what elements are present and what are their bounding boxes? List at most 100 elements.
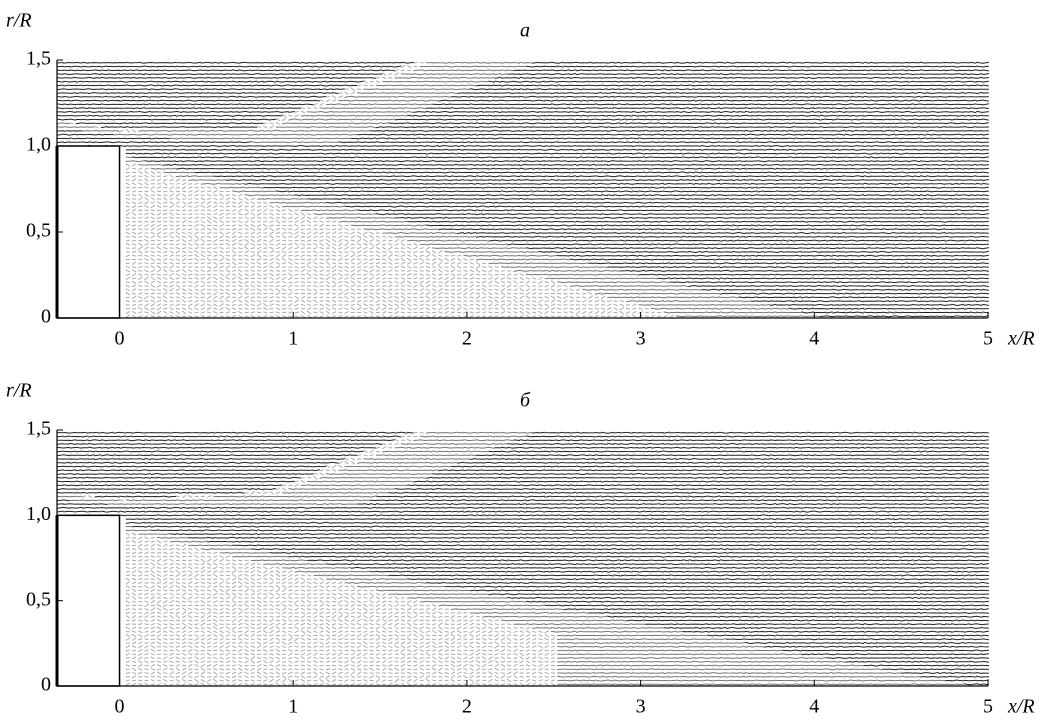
- vector-row: [125, 667, 556, 672]
- vector-row: [300, 484, 408, 487]
- vector-row: [125, 678, 556, 683]
- vector-row: [125, 295, 606, 300]
- vector-row: [863, 664, 989, 667]
- vector-row: [125, 234, 393, 239]
- vector-row: [319, 468, 337, 472]
- vector-row: [125, 287, 581, 292]
- body: [56, 514, 121, 687]
- vector-row: [125, 152, 989, 155]
- vector-row: [882, 668, 989, 671]
- vector-row: [357, 461, 458, 464]
- vector-row: [325, 103, 433, 106]
- vector-row: [394, 76, 496, 79]
- vector-row: [344, 87, 362, 92]
- vector-row: [619, 269, 989, 272]
- vector-row: [344, 465, 452, 468]
- vector-row: [288, 488, 395, 491]
- vector-row: [719, 292, 989, 295]
- vector-row: [363, 88, 470, 91]
- vector-row: [119, 129, 137, 133]
- vector-row: [125, 656, 556, 660]
- x-axis-label: x/R: [1007, 696, 1035, 718]
- vector-row: [250, 559, 308, 562]
- vector-row: [81, 494, 212, 499]
- vector-row: [56, 91, 989, 95]
- vector-row: [307, 480, 414, 483]
- vector-row: [607, 615, 989, 618]
- vector-row: [382, 450, 489, 453]
- vector-row: [244, 194, 295, 197]
- x-tick-label: 3: [636, 328, 646, 350]
- vector-row: [344, 457, 362, 461]
- vector-row: [544, 277, 658, 280]
- vector-row: [475, 258, 571, 261]
- vector-row: [125, 284, 568, 288]
- vector-row: [169, 137, 352, 140]
- vector-row: [125, 629, 549, 634]
- vector-row: [294, 480, 306, 483]
- vector-row: [138, 533, 170, 536]
- vector-row: [56, 126, 377, 129]
- vector-row: [56, 99, 989, 102]
- x-tick-label: 3: [636, 696, 646, 718]
- vector-row: [200, 182, 245, 185]
- vector-row: [163, 171, 195, 174]
- vector-row: [275, 117, 287, 122]
- vector-row: [557, 638, 727, 641]
- vector-row: [125, 622, 512, 627]
- vector-row: [125, 644, 556, 649]
- vector-row: [294, 570, 370, 573]
- vector-row: [125, 633, 556, 638]
- vector-row: [413, 439, 514, 442]
- vector-row: [300, 475, 318, 480]
- vector-row: [125, 596, 405, 600]
- vector-row: [282, 483, 299, 488]
- vector-row: [325, 578, 408, 581]
- vector-row: [538, 250, 989, 254]
- vector-row: [125, 659, 556, 664]
- vector-row: [675, 315, 821, 318]
- vector-row: [282, 491, 389, 494]
- vector-row: [844, 660, 989, 663]
- x-tick-label: 0: [115, 696, 125, 718]
- vector-row: [144, 160, 989, 163]
- vector-row: [125, 626, 531, 630]
- vector-row: [419, 600, 527, 603]
- vector-row: [469, 611, 589, 615]
- vector-row: [744, 641, 989, 645]
- vector-row: [125, 197, 256, 201]
- vector-row: [125, 648, 556, 653]
- vector-row: [607, 266, 989, 269]
- vector-row: [125, 573, 312, 578]
- vector-row: [207, 540, 989, 543]
- vector-row: [125, 303, 637, 307]
- vector-row: [125, 272, 524, 277]
- vector-row: [81, 129, 370, 132]
- vector-row: [294, 194, 989, 197]
- vector-row: [56, 480, 989, 483]
- x-axis-label: x/R: [1007, 328, 1035, 350]
- vector-row: [425, 61, 533, 64]
- y-tick-label: 1,0: [26, 503, 51, 525]
- vector-row: [125, 536, 155, 540]
- vector-row: [682, 630, 989, 633]
- vector-row: [419, 435, 527, 438]
- vector-row: [125, 607, 449, 612]
- vector-row: [169, 533, 989, 536]
- x-tick-label: 2: [462, 328, 472, 350]
- vector-row: [513, 623, 646, 626]
- vector-row: [257, 197, 308, 200]
- vector-row: [225, 178, 989, 182]
- vector-row: [125, 671, 556, 675]
- y-axis-label: r/R: [6, 380, 32, 402]
- vector-row: [56, 69, 989, 72]
- vector-row: [557, 649, 783, 652]
- vector-row: [125, 204, 281, 209]
- vector-row: [150, 529, 989, 532]
- vector-row: [313, 472, 324, 476]
- vector-row: [232, 555, 289, 558]
- vector-row: [125, 547, 199, 552]
- vector-row: [56, 88, 989, 91]
- vector-row: [56, 506, 989, 509]
